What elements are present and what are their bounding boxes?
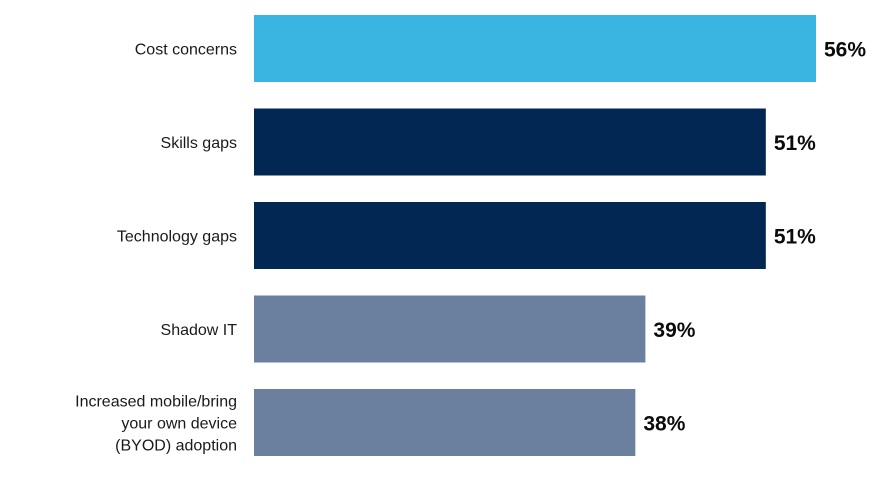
category-label-line: Increased mobile/bring [75, 394, 237, 411]
value-label: 39% [653, 319, 695, 342]
bar [254, 15, 816, 82]
value-label: 51% [774, 226, 816, 249]
category-label: Increased mobile/bring your own device (BY… [75, 394, 237, 455]
category-label: Technology gaps [117, 229, 237, 246]
bar [254, 108, 766, 176]
category-label: Cost concerns [135, 42, 237, 59]
bars-group [254, 15, 816, 456]
bar [254, 202, 766, 269]
category-label-line: Shadow IT [161, 322, 238, 339]
category-label-line: (BYOD) adoption [115, 438, 237, 455]
category-label-line: Technology gaps [117, 229, 237, 246]
category-label: Skills gaps [161, 135, 237, 152]
value-labels-group: 56% 51% 51% 39% 38% [643, 39, 866, 436]
bar [254, 389, 636, 456]
category-label: Shadow IT [161, 322, 238, 339]
value-label: 38% [643, 413, 685, 436]
bar [254, 295, 646, 363]
category-label-line: Skills gaps [161, 135, 237, 152]
category-labels-group: Cost concerns Skills gaps Technology gaps S… [75, 42, 237, 455]
value-label: 56% [824, 39, 866, 62]
category-label-line: your own device [121, 416, 237, 433]
category-label-line: Cost concerns [135, 42, 237, 59]
value-label: 51% [774, 132, 816, 155]
